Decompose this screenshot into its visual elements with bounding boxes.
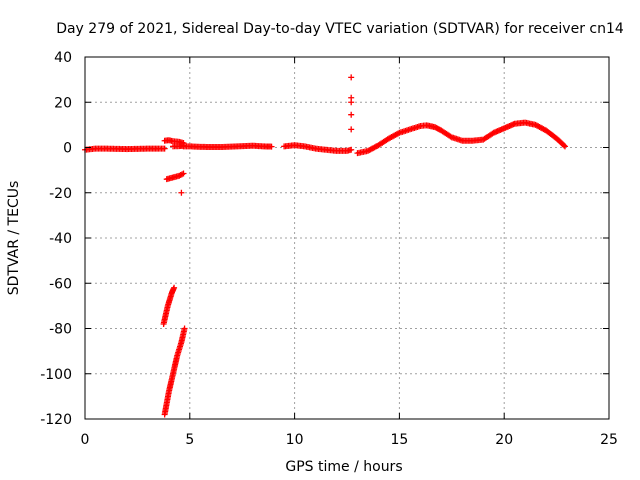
y-tick-label: -40 bbox=[49, 231, 72, 247]
y-tick-label: -20 bbox=[49, 186, 72, 202]
data-point bbox=[348, 111, 355, 118]
data-point bbox=[561, 143, 568, 150]
grid bbox=[85, 57, 609, 419]
data-point bbox=[181, 325, 188, 332]
data-point bbox=[268, 143, 275, 150]
data-point bbox=[171, 284, 178, 291]
x-axis-title: GPS time / hours bbox=[285, 459, 402, 475]
y-tick-label: -120 bbox=[40, 412, 72, 428]
data-point bbox=[395, 130, 402, 137]
x-tick-label: 10 bbox=[286, 432, 304, 448]
y-tick-label: 20 bbox=[54, 95, 72, 111]
y-axis-title: SDTVAR / TECUs bbox=[6, 181, 22, 296]
data-point bbox=[348, 126, 355, 133]
x-tick-label: 20 bbox=[495, 432, 513, 448]
data-point bbox=[161, 145, 168, 152]
data-points bbox=[82, 74, 568, 418]
data-point bbox=[348, 146, 355, 153]
x-tick-label: 15 bbox=[390, 432, 408, 448]
y-tick-label: -100 bbox=[40, 367, 72, 383]
data-point bbox=[178, 189, 185, 196]
data-point bbox=[447, 133, 454, 140]
chart-title: Day 279 of 2021, Sidereal Day-to-day VTE… bbox=[56, 21, 624, 37]
y-tick-label: -80 bbox=[49, 322, 72, 338]
data-point bbox=[560, 142, 567, 149]
data-point bbox=[180, 170, 187, 177]
x-tick-label: 0 bbox=[81, 432, 90, 448]
data-point bbox=[348, 74, 355, 81]
y-tick-label: 40 bbox=[54, 50, 72, 66]
x-tick-label: 25 bbox=[600, 432, 618, 448]
y-tick-label: 0 bbox=[63, 141, 72, 157]
axis-ticks: 0 5 10 15 20 25 -120 -100 -80 -60 -40 -20 0 20 40 bbox=[40, 50, 618, 448]
y-tick-label: -60 bbox=[49, 276, 72, 292]
x-tick-label: 5 bbox=[185, 432, 194, 448]
data-point bbox=[348, 99, 355, 106]
